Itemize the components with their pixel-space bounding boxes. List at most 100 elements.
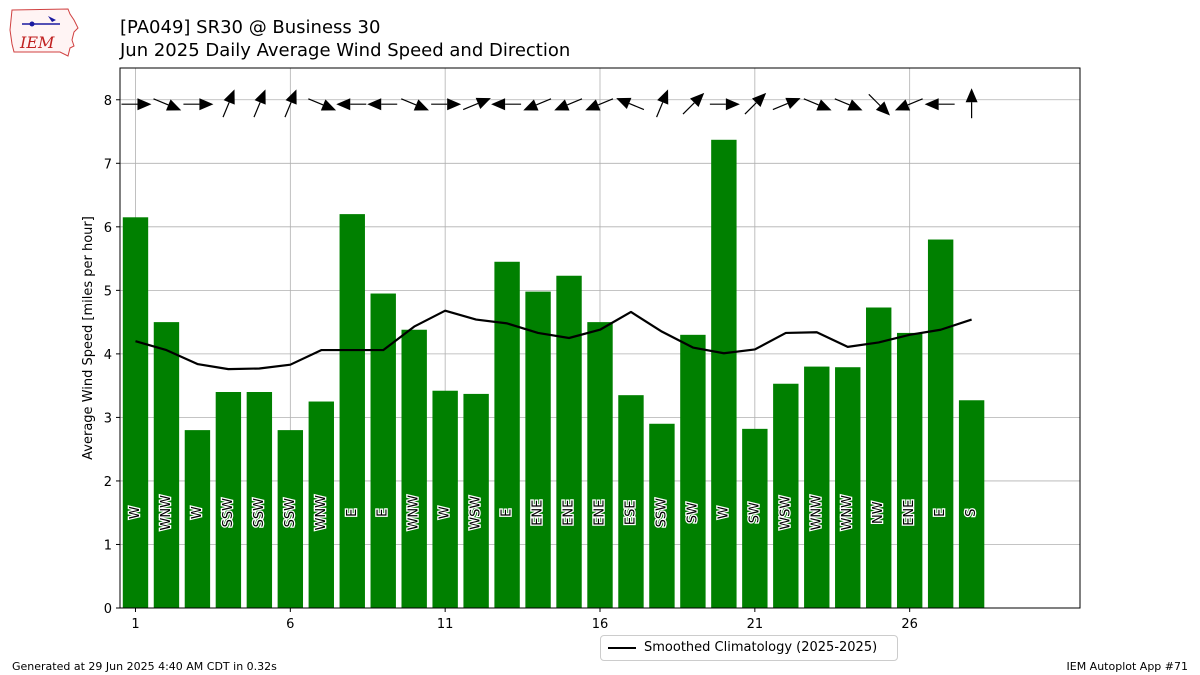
direction-arrow — [183, 98, 214, 111]
speed-bar — [896, 332, 923, 608]
direction-arrow — [894, 98, 923, 111]
climatology-line — [135, 309, 972, 371]
direction-label: E — [345, 509, 360, 517]
direction-label: ESE — [623, 500, 638, 525]
speed-bar — [835, 367, 861, 608]
speed-bar — [339, 214, 365, 608]
speed-bar — [215, 392, 242, 608]
direction-arrow — [744, 92, 767, 115]
speed-bar — [308, 401, 334, 608]
direction-arrow — [336, 98, 367, 111]
direction-label: S — [964, 509, 979, 517]
speed-bar — [804, 366, 830, 608]
direction-arrow — [803, 98, 832, 111]
direction-arrow — [462, 97, 491, 111]
speed-bar — [866, 307, 892, 608]
chart-title: [PA049] SR30 @ Business 30 — [120, 17, 381, 38]
logo-arrow — [48, 16, 56, 22]
direction-label: WSW — [778, 496, 793, 530]
iem-logo: IEM — [9, 8, 79, 57]
direction-label: SSW — [221, 498, 236, 528]
direction-arrow — [709, 98, 740, 111]
speed-bar — [122, 217, 149, 608]
speed-bar — [587, 322, 613, 608]
y-tick-label: 3 — [104, 411, 112, 426]
speed-bar — [463, 393, 489, 608]
direction-label: SSW — [654, 498, 669, 528]
direction-label: SW — [747, 502, 762, 523]
logo-text: IEM — [19, 33, 55, 52]
speed-bar — [494, 261, 520, 608]
y-tick-label: 1 — [104, 538, 112, 553]
y-tick-label: 8 — [104, 94, 112, 109]
y-tick-label: 4 — [104, 348, 112, 363]
speed-bar — [927, 239, 954, 608]
direction-label: SSW — [252, 498, 267, 528]
speed-bar — [370, 293, 396, 608]
direction-arrow — [585, 98, 614, 111]
speed-bar — [401, 329, 427, 608]
direction-arrow — [523, 98, 552, 111]
direction-label: NW — [871, 501, 886, 524]
direction-label: WNW — [314, 495, 329, 531]
direction-arrow — [308, 98, 337, 111]
speed-bar — [246, 392, 273, 608]
direction-arrow — [965, 88, 978, 119]
y-tick-label: 7 — [104, 157, 112, 172]
speed-bar — [711, 139, 737, 608]
x-tick-label: 11 — [437, 617, 454, 632]
speed-bar — [525, 291, 551, 608]
direction-arrow — [121, 98, 152, 111]
chart-subtitle: Jun 2025 Daily Average Wind Speed and Di… — [120, 40, 571, 61]
speed-bar — [184, 430, 211, 608]
speed-bar — [680, 334, 706, 608]
y-axis-label: Average Wind Speed [miles per hour] — [81, 216, 96, 460]
app-note: IEM Autoplot App #71 — [1066, 660, 1189, 673]
y-tick-label: 0 — [104, 602, 112, 617]
direction-arrow — [924, 98, 955, 111]
speed-bar — [432, 390, 458, 608]
x-tick-label: 21 — [747, 617, 764, 632]
direction-arrow — [656, 89, 669, 118]
generated-note: Generated at 29 Jun 2025 4:40 AM CDT in … — [12, 660, 277, 673]
direction-label: WNW — [809, 495, 824, 531]
direction-labels: W WNW W SSW SSW SSW WNW E E WNW W WSW E ENE ENE ENE ESE S… — [127, 494, 981, 532]
direction-arrow — [431, 98, 462, 111]
direction-arrow — [284, 89, 297, 118]
speed-bar — [153, 322, 180, 608]
direction-arrow — [834, 98, 863, 111]
direction-label: ENE — [902, 500, 917, 526]
climatology-series — [135, 309, 972, 371]
x-tick-label: 1 — [131, 617, 139, 632]
y-tick-label: 2 — [104, 475, 112, 490]
direction-label: SW — [685, 502, 700, 523]
iowa-state-outline — [9, 8, 79, 57]
direction-label: SSW — [283, 498, 298, 528]
direction-label: W — [190, 506, 205, 519]
direction-label: WNW — [840, 495, 855, 531]
direction-arrow — [868, 93, 891, 116]
direction-label: WNW — [407, 495, 422, 531]
y-tick-label: 5 — [104, 284, 112, 299]
speed-bar — [277, 430, 304, 608]
direction-arrow — [253, 89, 266, 118]
speed-bar — [649, 423, 675, 608]
x-tick-label: 6 — [286, 617, 294, 632]
direction-label: E — [376, 509, 391, 517]
y-tick-label: 6 — [104, 221, 112, 236]
direction-label: ENE — [531, 500, 546, 526]
speed-bars — [122, 139, 985, 608]
direction-arrow — [772, 97, 801, 111]
direction-arrow — [491, 98, 522, 111]
direction-label: WNW — [159, 495, 174, 531]
direction-arrow — [682, 92, 705, 115]
logo-node — [29, 21, 35, 27]
direction-arrow — [367, 98, 398, 111]
legend: Smoothed Climatology (2025-2025) — [600, 635, 898, 661]
direction-label: E — [500, 509, 515, 517]
legend-swatch — [608, 647, 636, 649]
direction-arrow — [401, 98, 429, 111]
direction-arrows — [121, 88, 978, 119]
